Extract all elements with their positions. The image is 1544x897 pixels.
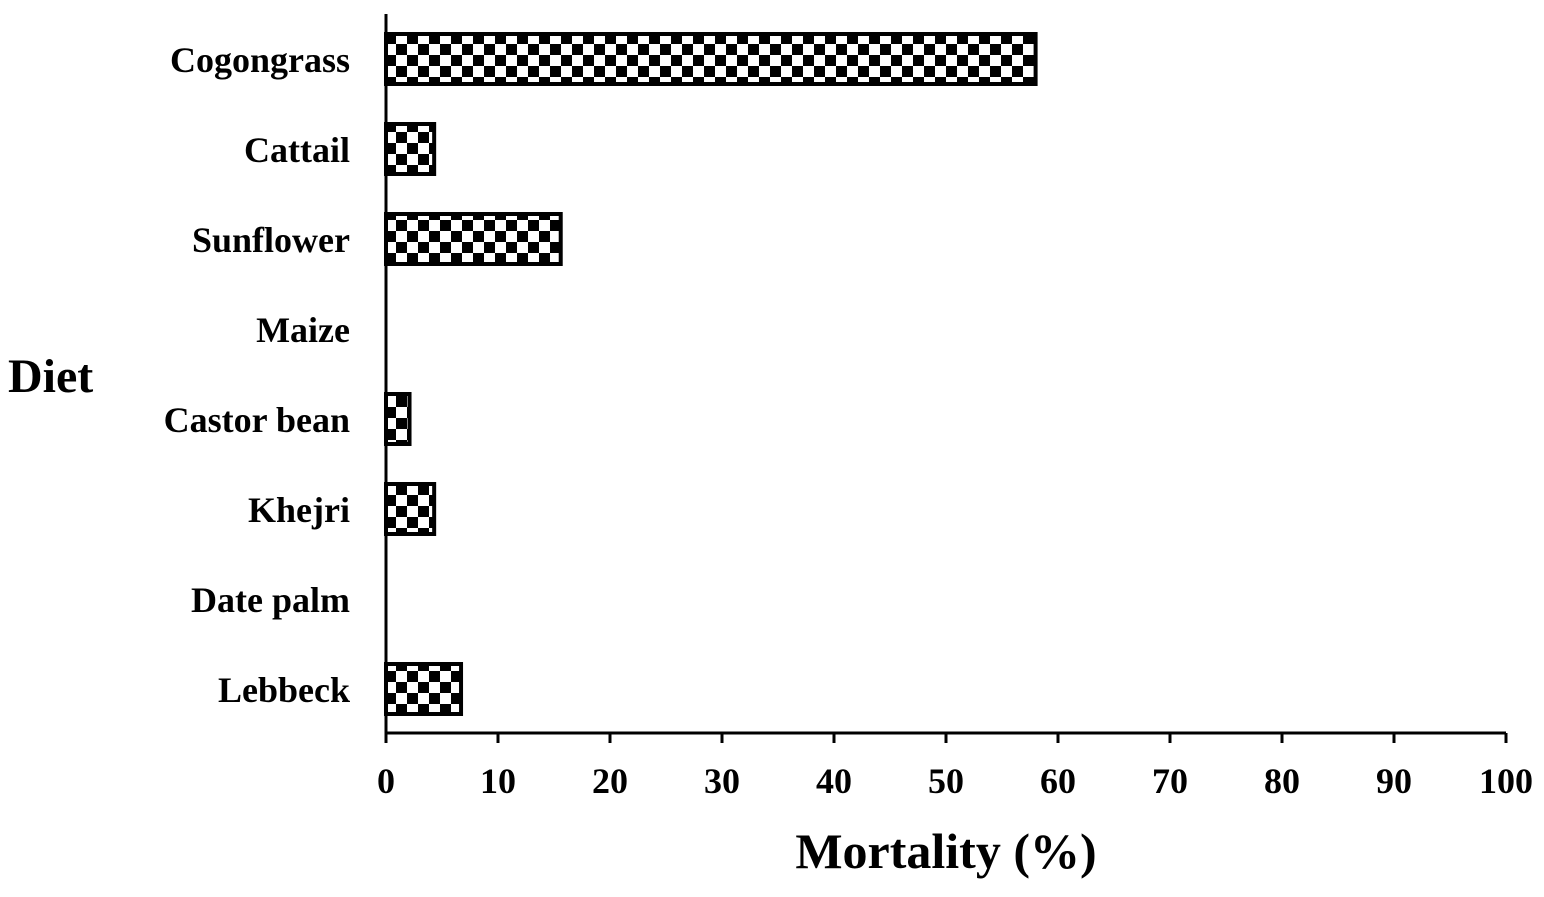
category-labels: Cogongrass Cattail Sunflower Maize Castor be… (164, 40, 350, 710)
x-tick-label: 100 (1479, 761, 1533, 801)
category-label: Cattail (244, 130, 350, 170)
x-tick-label: 30 (704, 761, 740, 801)
bar (384, 482, 437, 536)
bar (384, 212, 563, 266)
bar (384, 122, 437, 176)
bar (384, 32, 1038, 86)
x-tick-label: 20 (592, 761, 628, 801)
category-label: Cogongrass (170, 40, 350, 80)
x-tick-label: 50 (928, 761, 964, 801)
category-label: Maize (256, 310, 350, 350)
category-label: Khejri (248, 490, 350, 530)
x-tick-label: 40 (816, 761, 852, 801)
category-label: Lebbeck (218, 670, 350, 710)
y-axis-title: Diet (8, 350, 93, 403)
bar (384, 392, 412, 446)
x-tick-label: 70 (1152, 761, 1188, 801)
bar (384, 662, 464, 716)
x-tick-label: 80 (1264, 761, 1300, 801)
category-label: Sunflower (192, 220, 350, 260)
category-label: Date palm (191, 580, 350, 620)
x-tick-label: 10 (480, 761, 516, 801)
x-axis-title: Mortality (%) (795, 823, 1096, 879)
x-tick-label: 90 (1376, 761, 1412, 801)
x-axis-ticks: 0 10 20 30 40 50 60 70 80 90 100 (377, 733, 1533, 801)
category-label: Castor bean (164, 400, 350, 440)
bars-group (384, 32, 1038, 716)
x-tick-label: 60 (1040, 761, 1076, 801)
x-tick-label: 0 (377, 761, 395, 801)
